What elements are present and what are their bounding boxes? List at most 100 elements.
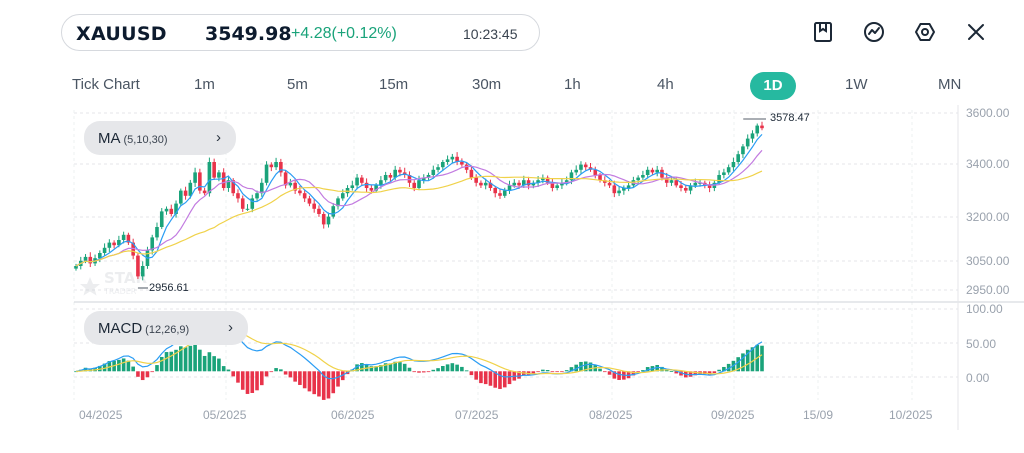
- candle-body: [298, 190, 302, 194]
- macd-tick: 100.00: [966, 302, 1003, 316]
- candle-body: [579, 164, 583, 170]
- candle-body: [269, 164, 274, 168]
- candle-body: [179, 190, 183, 204]
- candle-body: [574, 169, 579, 173]
- indicator-icon[interactable]: [862, 20, 886, 44]
- close-icon[interactable]: [964, 20, 988, 44]
- candle-body: [526, 180, 531, 186]
- tab-1d[interactable]: 1D: [750, 72, 796, 100]
- macd-histogram-bar: [679, 371, 683, 376]
- date-tick: 09/2025: [711, 408, 755, 422]
- candle-body: [555, 185, 559, 188]
- candle-body: [664, 177, 669, 183]
- candle-body: [74, 266, 78, 269]
- candle-body: [198, 172, 202, 191]
- macd-histogram-bar: [207, 352, 212, 372]
- candle-body: [350, 185, 355, 188]
- ma-indicator-label: MA (5,10,30): [98, 130, 168, 147]
- candle-body: [364, 182, 369, 188]
- macd-histogram-bar: [550, 371, 555, 373]
- ma-indicator-pill[interactable]: MA (5,10,30) ›: [84, 121, 236, 155]
- macd-histogram-bar: [321, 371, 326, 400]
- chevron-right-icon: ›: [228, 319, 233, 336]
- candle-body: [617, 190, 621, 194]
- candle-body: [426, 175, 431, 178]
- macd-histogram-bar: [255, 371, 259, 391]
- macd-histogram-bar: [541, 369, 545, 372]
- candle-body: [140, 266, 145, 277]
- tab-tick-chart[interactable]: Tick Chart: [72, 76, 140, 93]
- macd-histogram-bar: [236, 371, 240, 383]
- tab-1w[interactable]: 1W: [845, 76, 868, 93]
- candle-body: [636, 177, 640, 181]
- macd-histogram-bar: [226, 369, 231, 372]
- macd-histogram-bar: [217, 358, 221, 372]
- candle-body: [312, 203, 316, 209]
- candle-body: [279, 162, 283, 173]
- macd-histogram-bar: [193, 343, 197, 372]
- macd-histogram-bar: [183, 347, 188, 372]
- macd-indicator-pill[interactable]: MACD (12,26,9) ›: [84, 311, 248, 345]
- tab-15m[interactable]: 15m: [379, 76, 409, 93]
- tab-30m[interactable]: 30m: [472, 76, 502, 93]
- macd-histogram-bar: [107, 361, 112, 372]
- macd-histogram-bar: [626, 371, 631, 379]
- candle-body: [283, 172, 288, 186]
- macd-histogram-bar: [388, 363, 393, 372]
- candle-body: [441, 162, 445, 168]
- macd-histogram-bar: [288, 371, 293, 378]
- macd-histogram-bar: [198, 349, 202, 372]
- candle-body: [550, 182, 555, 188]
- macd-histogram-bar: [426, 371, 431, 373]
- candle-body: [264, 164, 269, 183]
- candle-body: [488, 182, 493, 188]
- candle-body: [674, 180, 679, 186]
- candle-body: [498, 193, 502, 196]
- tab-1h[interactable]: 1h: [564, 76, 581, 93]
- candle-body: [231, 180, 236, 194]
- symbol-label[interactable]: XAUUSD: [76, 23, 167, 45]
- candle-body: [622, 188, 626, 191]
- candle-body: [421, 177, 426, 181]
- macd-histogram-bar: [317, 371, 321, 397]
- macd-histogram-bar: [741, 353, 745, 372]
- macd-histogram-bar: [598, 368, 602, 372]
- tab-5m[interactable]: 5m: [287, 76, 308, 93]
- tab-mn[interactable]: MN: [938, 76, 962, 93]
- candle-body: [707, 185, 712, 188]
- candle-body: [221, 172, 226, 188]
- bookmark-icon[interactable]: [811, 20, 835, 44]
- date-tick: 07/2025: [455, 408, 499, 422]
- macd-histogram-bar: [431, 369, 436, 372]
- candle-body: [155, 227, 159, 238]
- macd-histogram-bar: [560, 371, 564, 373]
- candle-body: [522, 180, 526, 186]
- candle-body: [726, 167, 731, 173]
- macd-histogram-bar: [502, 371, 507, 388]
- macd-histogram-bar: [588, 362, 593, 372]
- macd-histogram-bar: [179, 346, 183, 372]
- tab-4h[interactable]: 4h: [657, 76, 674, 93]
- candle-body: [698, 182, 702, 184]
- macd-histogram-bar: [102, 363, 107, 372]
- settings-icon[interactable]: [913, 20, 937, 44]
- candle-body: [250, 198, 255, 209]
- macd-histogram-bar: [474, 371, 478, 380]
- price-tick: 3600.00: [966, 106, 1010, 120]
- candle-body: [460, 162, 464, 165]
- candle-body: [450, 156, 455, 160]
- candle-body: [598, 175, 602, 181]
- candle-body: [412, 182, 417, 188]
- candle-body: [340, 193, 345, 199]
- macd-histogram-bar: [712, 371, 717, 374]
- tab-1m[interactable]: 1m: [194, 76, 215, 93]
- candle-body: [493, 188, 498, 194]
- macd-histogram-bar: [274, 368, 278, 372]
- candle-body: [660, 169, 664, 178]
- macd-histogram-bar: [355, 364, 359, 372]
- candle-body: [641, 175, 645, 178]
- candle-body: [226, 180, 231, 188]
- macd-histogram-bar: [302, 371, 307, 389]
- candle-body: [479, 182, 483, 186]
